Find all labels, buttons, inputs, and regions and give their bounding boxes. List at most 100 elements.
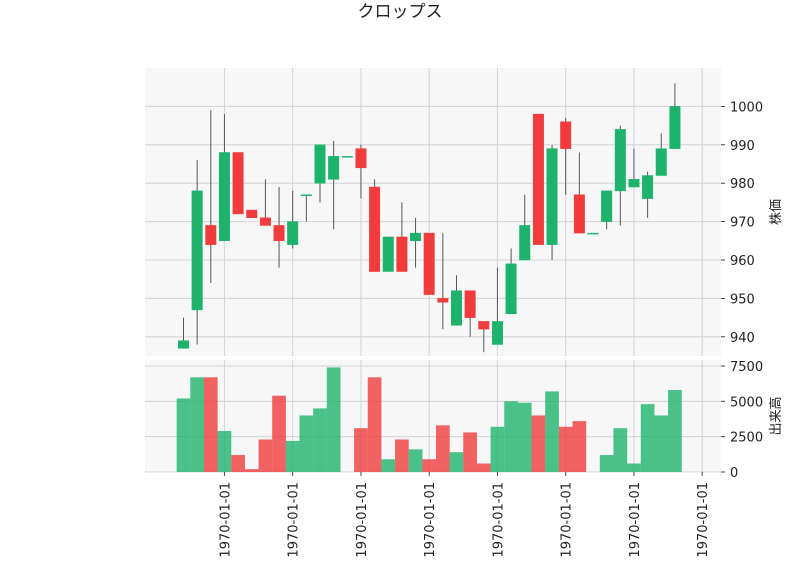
volume-bar <box>668 390 682 472</box>
candle-body <box>355 148 367 169</box>
candle-body <box>314 144 326 184</box>
volume-bar <box>285 440 300 472</box>
candle-body <box>191 190 203 311</box>
volume-bar <box>272 395 286 472</box>
candle-body <box>642 175 654 199</box>
candle-body <box>437 298 449 303</box>
candle-body <box>396 236 408 272</box>
volume-bar <box>299 415 314 472</box>
volume-bar <box>531 415 546 472</box>
x-tick-label: 1970-01-01 <box>218 482 233 558</box>
x-tick-label: 1970-01-01 <box>355 482 370 558</box>
volume-bar <box>490 426 505 472</box>
price-tick-label: 990 <box>730 139 755 154</box>
volume-axis-ticks: 0 2500 5000 7500 <box>721 360 763 481</box>
volume-bars <box>176 367 682 472</box>
volume-tick-label: 5000 <box>730 395 763 410</box>
candle-body <box>205 225 217 245</box>
candle-body <box>614 129 626 192</box>
x-tick-label: 1970-01-01 <box>287 482 302 558</box>
x-tick-label: 1970-01-01 <box>491 482 506 558</box>
candle-body <box>246 209 258 219</box>
candle-body <box>369 186 381 272</box>
x-tick-label: 1970-01-01 <box>628 482 643 558</box>
volume-bar <box>504 401 518 472</box>
volume-bar <box>381 459 396 472</box>
volume-bar <box>326 367 341 472</box>
x-tick-label: 1970-01-01 <box>423 482 438 558</box>
candle-body <box>232 152 244 215</box>
volume-bar <box>449 452 464 472</box>
candle-body <box>669 106 681 149</box>
volume-axis-label: 出来高 <box>768 396 784 435</box>
candle-body <box>410 232 422 242</box>
candle-body <box>560 121 572 149</box>
volume-tick-label: 7500 <box>730 360 763 375</box>
candle-body <box>519 225 531 261</box>
volume-bar <box>244 469 259 472</box>
volume-bar <box>217 431 232 472</box>
volume-bar <box>558 426 573 472</box>
chart-title: クロップス <box>358 2 443 22</box>
volume-bar <box>436 425 450 472</box>
volume-bar <box>476 463 491 472</box>
candle-body <box>601 190 613 222</box>
price-tick-label: 970 <box>730 216 755 231</box>
candle-body <box>218 152 230 242</box>
candle-body <box>532 113 544 245</box>
candle-body <box>478 321 490 330</box>
volume-bar <box>313 408 327 472</box>
volume-bar <box>463 432 477 472</box>
candle-body <box>451 290 462 326</box>
volume-bar <box>367 377 382 472</box>
candle-body <box>178 340 189 349</box>
volume-bar <box>572 421 587 472</box>
volume-bar <box>654 415 669 472</box>
price-tick-label: 1000 <box>730 100 763 115</box>
volume-bar <box>627 463 641 472</box>
candle-body <box>655 148 667 176</box>
volume-bar <box>231 455 245 472</box>
volume-bar <box>190 377 204 472</box>
candle-body <box>287 221 299 245</box>
candle-body <box>573 194 585 234</box>
price-tick-label: 940 <box>730 331 755 346</box>
volume-bar <box>176 398 191 472</box>
candle-body <box>491 321 503 345</box>
x-axis-ticks: 1970-01-01 1970-01-01 1970-01-01 1970-01-01… <box>218 472 711 558</box>
volume-bar <box>395 439 409 472</box>
candle-body <box>382 236 394 272</box>
volume-bar <box>613 428 628 472</box>
candle-body <box>464 290 476 318</box>
price-axis-ticks: 940 950 960 970 980 990 1000 <box>721 100 763 346</box>
price-tick-label: 960 <box>730 254 755 269</box>
candle-body <box>505 263 517 315</box>
candles <box>178 83 681 353</box>
x-tick-label: 1970-01-01 <box>696 482 711 558</box>
volume-bar <box>203 377 218 472</box>
volume-bar <box>640 404 655 472</box>
candle-body <box>259 217 271 226</box>
volume-bar <box>517 402 532 472</box>
price-tick-label: 980 <box>730 177 755 192</box>
volume-bar <box>258 439 273 472</box>
volume-bar <box>422 459 437 472</box>
volume-bar <box>599 455 614 472</box>
candle-body <box>341 156 353 158</box>
candle-body <box>328 156 340 180</box>
price-axis-label: 株価 <box>769 199 784 225</box>
candle-body <box>587 232 599 235</box>
volume-bar <box>545 391 559 472</box>
candle-body <box>273 225 285 242</box>
candle-body <box>628 179 640 188</box>
volume-tick-label: 0 <box>730 466 738 481</box>
x-tick-label: 1970-01-01 <box>560 482 575 558</box>
candle-body <box>423 232 435 295</box>
price-tick-label: 950 <box>730 292 755 307</box>
price-panel-background <box>145 68 721 356</box>
candle-body <box>300 194 312 196</box>
volume-bar <box>408 449 423 472</box>
volume-tick-label: 2500 <box>730 431 763 446</box>
volume-bar <box>354 428 368 472</box>
